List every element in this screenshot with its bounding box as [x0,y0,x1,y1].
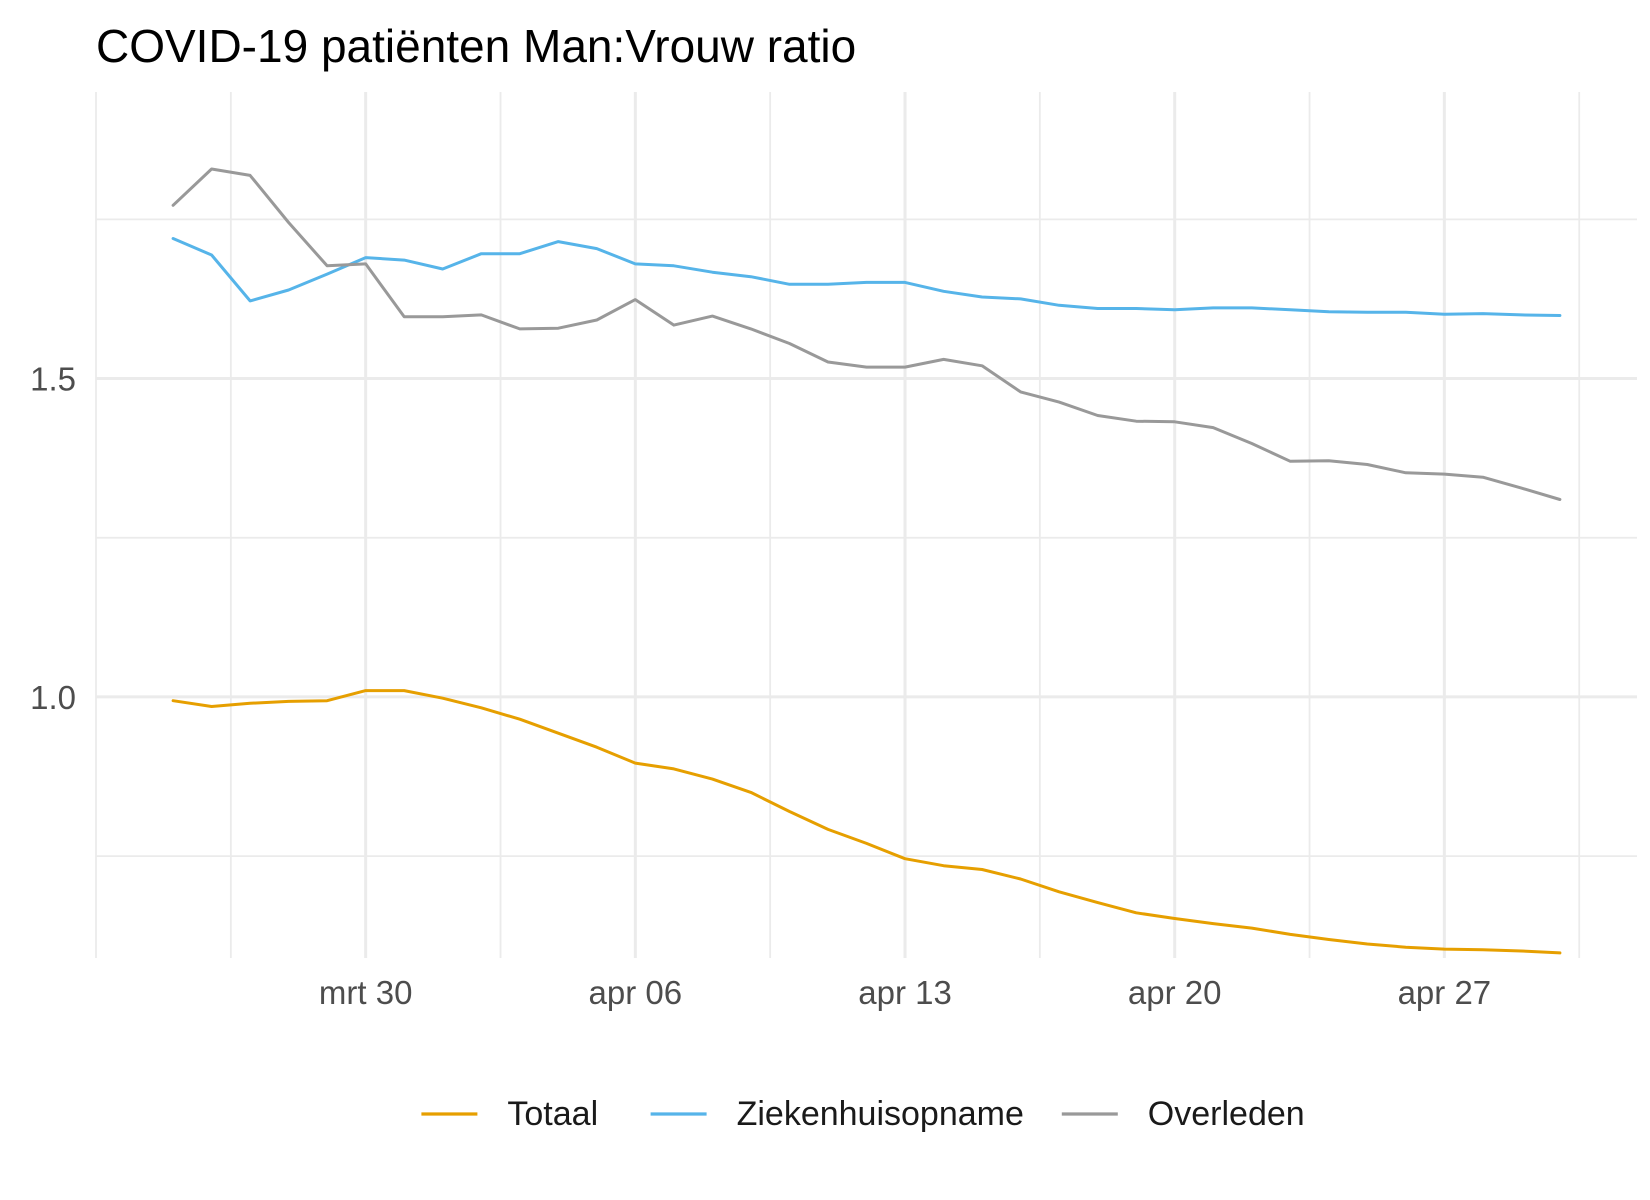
legend-label: Ziekenhuisopname [737,1095,1024,1133]
series-line-overleden [171,167,1562,501]
legend-item-overleden: Overleden [1061,1095,1305,1133]
x-tick-label: apr 27 [1398,974,1492,1011]
grid-layer [95,92,1637,958]
legend-item-totaal: Totaal [421,1095,598,1133]
series-line-ziekenhuisopname [171,237,1562,317]
y-tick-label: 1.0 [30,679,76,716]
chart-title: COVID-19 patiënten Man:Vrouw ratio [96,20,856,72]
y-tick-label: 1.5 [30,361,76,398]
x-tick-label: apr 06 [589,974,683,1011]
legend-item-ziekenhuisopname: Ziekenhuisopname [650,1095,1024,1133]
ticks-layer: 1.0 1.5 mrt 30 apr 06 apr 13 apr 20 apr 27 [30,361,1491,1011]
legend: Totaal Ziekenhuisopname Overleden [421,1095,1305,1133]
x-tick-label: apr 20 [1128,974,1222,1011]
x-tick-label: apr 13 [858,974,952,1011]
legend-label: Totaal [507,1095,598,1133]
legend-label: Overleden [1148,1095,1305,1133]
x-tick-label: mrt 30 [319,974,413,1011]
series-line-totaal [171,689,1562,955]
lines-layer [171,167,1562,955]
